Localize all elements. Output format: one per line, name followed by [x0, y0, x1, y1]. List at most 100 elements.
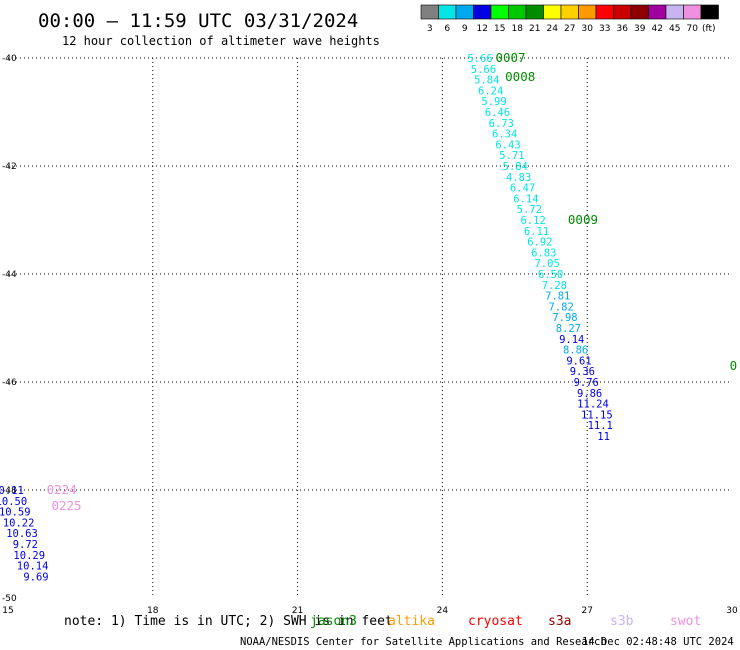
- scale-bin: [543, 4, 562, 20]
- color-scale-legend: 3 6 9 12 15 18 21 24 27 30 33 36 39 42 45 70 (ft): [420, 4, 719, 34]
- scale-unit: (ft): [702, 24, 716, 34]
- scale-bin-label: 18: [512, 24, 524, 34]
- scale-bin: [455, 4, 474, 20]
- scale-bin: [473, 4, 492, 20]
- wave-height-label: 10.22: [3, 517, 35, 529]
- wave-height-label: 4.83: [506, 172, 531, 184]
- wave-height-labels: 5.665.665.846.245.996.466.736.346.435.71…: [0, 53, 613, 583]
- scale-bin-label: 70: [687, 24, 699, 34]
- y-tick-label: -46: [2, 378, 17, 388]
- y-tick-label: -40: [2, 54, 17, 64]
- x-tick-label: 30: [726, 606, 738, 616]
- pass-label: 0007: [495, 50, 525, 65]
- axis-ticks: 15 18 21 24 27 30 -40 -42 -44 -46 -48 -50: [2, 54, 738, 616]
- y-tick-label: -42: [2, 162, 17, 172]
- wave-height-label: 10.14: [17, 561, 49, 573]
- wave-height-label: 7.28: [542, 280, 567, 292]
- chart-title: 00:00 — 11:59 UTC 03/31/2024: [38, 10, 358, 32]
- wave-height-label: 5.66: [467, 53, 492, 65]
- wave-height-label: 10.11: [0, 485, 24, 497]
- wave-height-label: 10.63: [6, 528, 38, 540]
- wave-height-label: 11.24: [577, 399, 609, 411]
- wave-height-label: 5.66: [471, 64, 496, 76]
- y-tick-label: -44: [2, 270, 17, 280]
- wave-height-label: 6.43: [495, 139, 520, 151]
- wave-height-label: 10.59: [0, 507, 31, 519]
- scale-bin-label: 12: [477, 24, 488, 34]
- x-tick-label: 24: [437, 606, 449, 616]
- pass-label: 0008: [505, 69, 535, 84]
- satellite-name: s3a: [548, 614, 571, 629]
- wave-height-label: 7.82: [548, 301, 573, 313]
- scale-bin: [508, 4, 527, 20]
- y-tick-label: -48: [2, 486, 17, 496]
- footer-credit: NOAA/NESDIS Center for Satellite Applica…: [240, 636, 607, 648]
- wave-height-label: 9.69: [23, 571, 48, 583]
- scale-bin-label: 33: [599, 24, 610, 34]
- wave-height-label: 11: [597, 431, 610, 443]
- wave-height-label: 5.84: [474, 75, 499, 87]
- pass-label: 0224: [47, 482, 77, 497]
- wave-height-label: 6.46: [485, 107, 510, 119]
- wave-height-label: 7.05: [534, 258, 559, 270]
- x-tick-label: 27: [581, 606, 592, 616]
- wave-height-label: 6.73: [489, 118, 514, 130]
- scale-bin-label: 27: [564, 24, 575, 34]
- scale-bin: [630, 4, 649, 20]
- scale-bin-label: 3: [427, 24, 433, 34]
- wave-height-label: 6.83: [531, 247, 556, 259]
- wave-height-label: 6.34: [492, 129, 517, 141]
- footer-note: note: 1) Time is in UTC; 2) SWH is in fe…: [64, 614, 393, 629]
- wave-height-label: 9.76: [574, 377, 599, 389]
- wave-height-label: 9.86: [577, 388, 602, 400]
- wave-height-label: 8.27: [556, 323, 581, 335]
- scale-bin: [438, 4, 457, 20]
- pass-label: 0009: [568, 212, 598, 227]
- wave-height-label: 9.61: [566, 355, 591, 367]
- wave-height-label: 9.36: [570, 366, 595, 378]
- scale-bin-label: 42: [652, 24, 663, 34]
- wave-height-label: 10.29: [13, 550, 45, 562]
- scale-bin: [665, 4, 684, 20]
- scale-bin-label: 21: [529, 24, 540, 34]
- wave-height-label: 8.86: [563, 345, 588, 357]
- wave-height-label: 6.47: [510, 183, 535, 195]
- scale-bin: [613, 4, 632, 20]
- wave-height-label: 5.72: [517, 204, 542, 216]
- footer: note: 1) Time is in UTC; 2) SWH is in fe…: [64, 614, 734, 648]
- wave-height-label: 11.15: [581, 409, 613, 421]
- wave-height-label: 9.14: [559, 334, 584, 346]
- chart-subtitle: 12 hour collection of altimeter wave hei…: [62, 34, 380, 48]
- scale-bin-label: 6: [444, 24, 450, 34]
- satellite-name: cryosat: [468, 614, 523, 629]
- wave-height-label: 6.14: [513, 193, 538, 205]
- wave-height-label: 5.99: [481, 96, 506, 108]
- pass-label: 0225: [51, 498, 81, 513]
- satellite-name: jason3: [310, 614, 357, 629]
- y-tick-label: -50: [2, 594, 17, 604]
- scale-bin: [700, 4, 719, 20]
- scale-bin: [648, 4, 667, 20]
- scale-bin: [683, 4, 702, 20]
- scale-bin-label: 15: [494, 24, 505, 34]
- wave-height-label: 7.98: [552, 312, 577, 324]
- x-tick-label: 15: [2, 606, 13, 616]
- scale-bin-label: 24: [547, 24, 559, 34]
- scale-bin: [490, 4, 509, 20]
- wave-height-label: 6.11: [524, 226, 549, 238]
- footer-timestamp: 14 Dec 02:48:48 UTC 2024: [582, 636, 734, 648]
- scale-bin: [560, 4, 579, 20]
- wave-height-label: 6.92: [527, 237, 552, 249]
- scale-bin-label: 45: [669, 24, 680, 34]
- scale-bin-label: 39: [634, 24, 646, 34]
- wave-height-label: 6.12: [520, 215, 545, 227]
- scale-bin-label: 30: [582, 24, 594, 34]
- satellite-legend: jason3 altika cryosat s3a s3b swot: [310, 614, 701, 629]
- wave-height-label: 6.50: [538, 269, 563, 281]
- scale-bin: [420, 4, 439, 20]
- satellite-name: swot: [670, 614, 701, 629]
- wave-height-label: 7.81: [545, 291, 570, 303]
- satellite-name: s3b: [610, 614, 634, 629]
- satellite-name: altika: [388, 614, 435, 629]
